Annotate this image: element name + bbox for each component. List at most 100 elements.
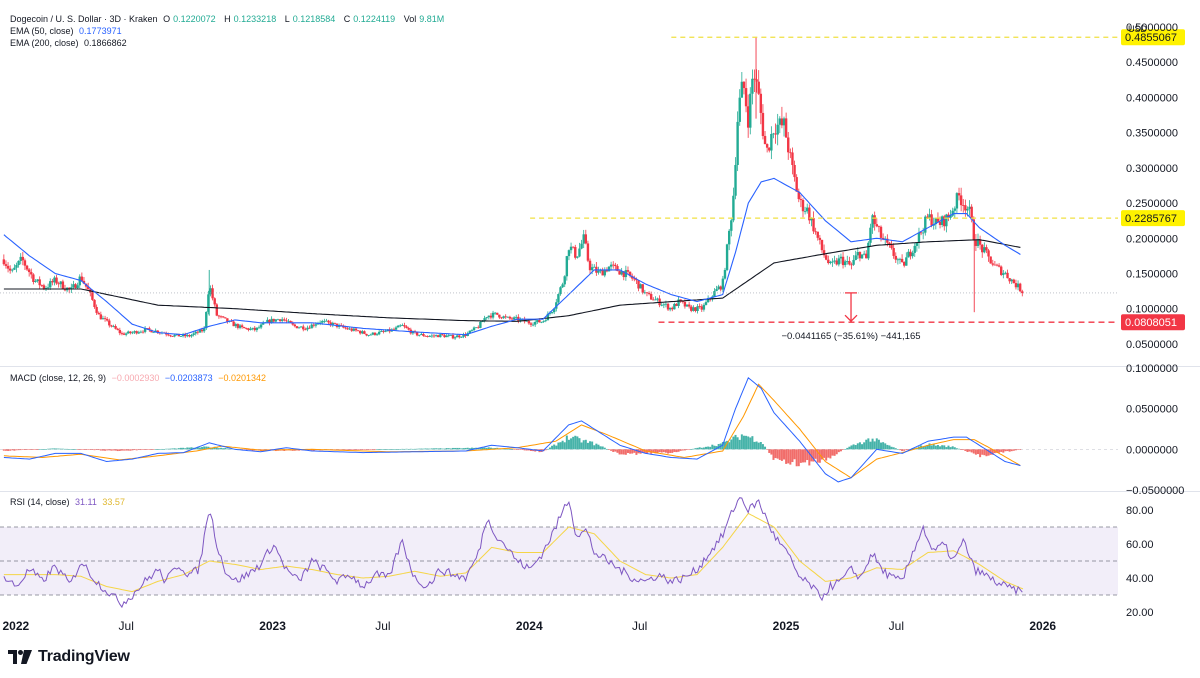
macd-hist-bar	[968, 449, 971, 452]
macd-hist-bar	[201, 447, 204, 450]
macd-hist-bar	[584, 439, 587, 450]
candle-body	[981, 244, 984, 253]
candle-body	[654, 299, 657, 301]
candle-body	[1014, 283, 1018, 288]
macd-hist-bar	[133, 449, 136, 450]
macd-hist-bar	[26, 449, 29, 450]
candle-body	[190, 334, 193, 337]
candle-body	[664, 303, 668, 305]
candle-body	[243, 327, 246, 329]
macd-hist-bar	[567, 439, 570, 450]
macd-hist-bar	[430, 448, 433, 450]
candle-body	[812, 218, 815, 232]
ema50-legend[interactable]: EMA (50, close) 0.1773971	[10, 26, 125, 36]
macd-hist-bar	[392, 449, 395, 450]
candle-body	[850, 264, 853, 266]
macd-hist-bar	[926, 444, 929, 450]
candle-body	[995, 264, 999, 266]
candle-body	[209, 288, 212, 295]
candle-body	[118, 329, 122, 334]
candle-body	[498, 314, 501, 318]
candle-body	[198, 329, 202, 333]
macd-hist-bar	[970, 449, 973, 453]
macd-hist-bar	[354, 449, 357, 450]
macd-hist-bar	[247, 449, 250, 450]
macd-hist-bar	[36, 449, 39, 450]
macd-hist-bar	[245, 449, 248, 450]
candle-body	[854, 255, 857, 260]
candle-body	[272, 318, 275, 322]
macd-hist-bar	[519, 449, 522, 450]
candle-body	[776, 124, 779, 135]
macd-hist-bar	[546, 448, 549, 450]
macd-hist-bar	[454, 447, 457, 450]
candle-body	[903, 261, 906, 266]
ohlc-low: L 0.1218584	[284, 14, 336, 24]
rsi-tick-label: 40.00	[1126, 573, 1154, 585]
macd-hist-bar	[814, 449, 817, 459]
macd-hist-bar	[759, 442, 762, 450]
rsi-legend[interactable]: RSI (14, close) 31.11 33.57	[10, 497, 128, 507]
macd-hist-bar	[395, 449, 398, 450]
candle-body	[656, 298, 659, 300]
macd-hist-bar	[582, 440, 585, 450]
tradingview-logo[interactable]: TradingView	[8, 648, 130, 666]
candle-body	[270, 318, 273, 324]
candle-body	[97, 312, 100, 315]
macd-hist-bar	[435, 448, 438, 450]
macd-hist-bar	[614, 449, 617, 452]
candle-body	[192, 333, 195, 335]
macd-hist-bar	[215, 447, 218, 450]
ema200-legend[interactable]: EMA (200, close) 0.1866862	[10, 38, 130, 48]
macd-hist-bar	[947, 445, 950, 450]
candle-body	[354, 328, 358, 331]
macd-hist-bar	[1019, 449, 1022, 450]
candle-body	[789, 152, 792, 154]
candle-body	[567, 250, 571, 257]
candle-body	[673, 303, 676, 310]
macd-hist-bar	[664, 449, 667, 453]
candle-body	[394, 327, 398, 330]
macd-hist-bar	[182, 447, 185, 450]
candle-body	[550, 312, 554, 313]
candle-body	[544, 320, 547, 322]
macd-hist-bar	[449, 448, 452, 450]
macd-legend[interactable]: MACD (close, 12, 26, 9) −0.0002930 −0.02…	[10, 373, 269, 383]
grid-layer	[0, 366, 1200, 492]
ohlc-close: C 0.1224119	[343, 14, 396, 24]
macd-hist-bar	[728, 442, 731, 450]
candle-body	[451, 335, 455, 339]
macd-hist-bar	[966, 449, 969, 452]
candle-body	[434, 335, 438, 336]
candle-body	[55, 277, 58, 284]
candle-body	[555, 302, 558, 309]
macd-hist-bar	[570, 438, 573, 450]
macd-hist-bar	[958, 448, 961, 450]
candle-body	[352, 328, 356, 331]
macd-hist-bar	[867, 438, 870, 450]
macd-hist-bar	[483, 447, 486, 450]
candle-body	[504, 316, 507, 318]
candle-body	[380, 330, 383, 332]
candle-body	[468, 330, 472, 334]
candle-body	[806, 207, 809, 212]
candle-body	[86, 286, 90, 290]
macd-hist-bar	[749, 437, 752, 450]
candle-body	[727, 230, 731, 245]
macd-hist-bar	[675, 449, 678, 453]
level-price-tag-1: 0.2285767	[1121, 210, 1185, 227]
candle-body	[827, 259, 830, 264]
candle-body	[531, 324, 535, 326]
macd-hist-bar	[882, 442, 885, 450]
candle-body	[848, 261, 851, 265]
macd-hist-bar	[890, 446, 893, 450]
macd-hist-bar	[871, 438, 874, 450]
candle-body	[759, 93, 763, 113]
macd-hist-bar	[416, 448, 419, 450]
macd-hist-bar	[823, 449, 826, 458]
candle-body	[21, 256, 25, 261]
macd-hist-bar	[407, 448, 410, 450]
candle-body	[774, 133, 777, 135]
